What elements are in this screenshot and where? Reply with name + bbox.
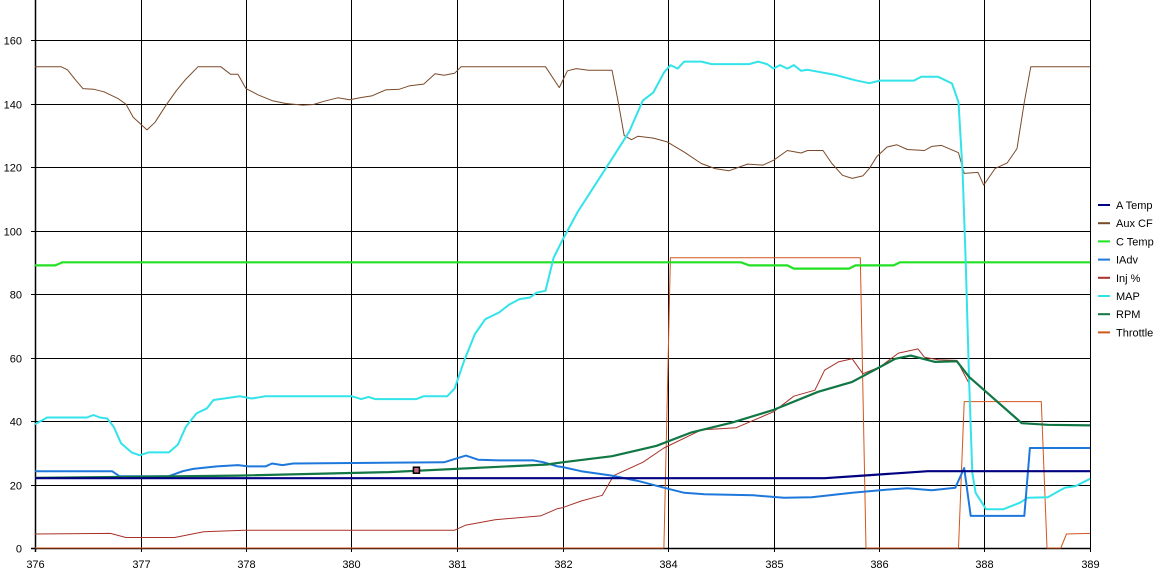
legend-item: MAP <box>1098 291 1140 303</box>
x-tick-label: 388 <box>975 559 993 571</box>
y-tick-label: 40 <box>10 417 22 429</box>
legend-label: RPM <box>1116 309 1140 321</box>
legend-item: IAdv <box>1098 255 1139 267</box>
legend-item: Inj % <box>1098 273 1141 285</box>
legend-item: Aux CF <box>1098 218 1153 230</box>
legend-label: MAP <box>1116 291 1140 303</box>
series-line-iadv <box>35 447 1090 517</box>
legend-label: A Temp <box>1116 200 1153 212</box>
legend-item: Throttle <box>1098 327 1153 339</box>
y-tick-label: 100 <box>4 227 22 239</box>
y-axis-ticks: 0 20 40 60 80 100 120 140 160 <box>4 36 22 556</box>
x-tick-label: 381 <box>448 559 466 571</box>
y-tick-label: 160 <box>4 36 22 48</box>
series-line-c-temp <box>35 261 1090 270</box>
series-lines <box>34 60 1091 549</box>
series-line-map <box>34 60 1091 511</box>
series-line-a-temp <box>35 470 1090 480</box>
legend-label: C Temp <box>1116 236 1154 248</box>
x-tick-label: 377 <box>132 559 150 571</box>
series-line-throttle <box>35 257 1091 549</box>
legend-label: Throttle <box>1116 327 1153 339</box>
y-tick-label: 120 <box>4 163 22 175</box>
x-tick-label: 386 <box>870 559 888 571</box>
x-tick-label: 385 <box>765 559 783 571</box>
x-tick-label: 378 <box>237 559 255 571</box>
legend-label: Aux CF <box>1116 218 1153 230</box>
x-tick-label: 382 <box>554 559 572 571</box>
legend-label: IAdv <box>1116 255 1139 267</box>
y-tick-label: 20 <box>10 481 22 493</box>
x-tick-label: 376 <box>26 559 44 571</box>
x-tick-label: 380 <box>342 559 360 571</box>
series-line-inj <box>34 348 970 538</box>
legend-label: Inj % <box>1116 273 1141 285</box>
x-tick-label: 384 <box>659 559 677 571</box>
y-tick-label: 0 <box>16 544 22 556</box>
legend-item: A Temp <box>1098 200 1153 212</box>
y-tick-label: 60 <box>10 354 22 366</box>
legend-item: RPM <box>1098 309 1140 321</box>
legend-item: C Temp <box>1098 236 1154 248</box>
cursor-marker <box>412 466 421 474</box>
x-tick-label: 389 <box>1081 559 1099 571</box>
y-tick-label: 140 <box>4 100 22 112</box>
series-line-aux-cf <box>35 66 1090 186</box>
y-tick-label: 80 <box>10 290 22 302</box>
legend: A Temp Aux CF C Temp IAdv Inj % MAP RPM Throttl… <box>1098 200 1154 339</box>
x-axis-ticks: 376 377 378 380 381 382 384 385 386 388 389 <box>26 559 1099 571</box>
series-line-rpm <box>34 354 1091 479</box>
